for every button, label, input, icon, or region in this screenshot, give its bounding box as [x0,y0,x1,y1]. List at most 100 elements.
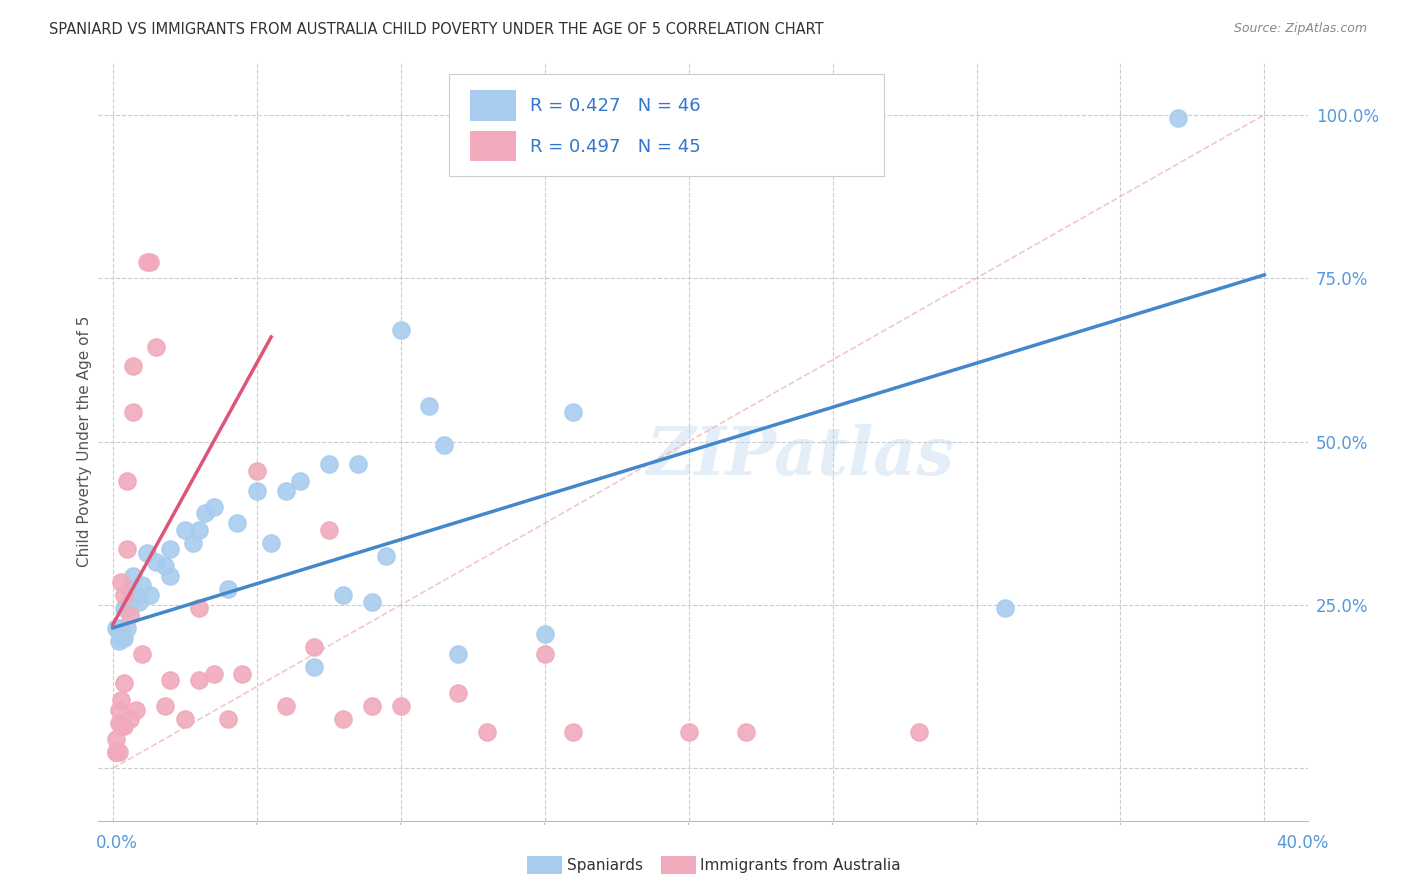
Text: Source: ZipAtlas.com: Source: ZipAtlas.com [1233,22,1367,36]
Point [104,745,127,759]
Point [145,556,167,570]
Point [304,640,326,655]
Point [125,702,148,716]
Point [120,712,142,726]
FancyBboxPatch shape [470,130,516,161]
Point [159,673,181,687]
Point [533,627,555,641]
Point [107,715,129,730]
Point [120,582,142,596]
Point [447,686,470,700]
Point [375,549,398,563]
Point [145,340,167,354]
Point [110,719,132,733]
Point [107,633,129,648]
Point [389,323,412,337]
Point [107,702,129,716]
Point [318,458,340,472]
Point [361,595,384,609]
Point [104,745,127,759]
Text: R = 0.497   N = 45: R = 0.497 N = 45 [530,137,700,155]
Point [678,725,700,739]
Point [274,699,297,714]
Text: Spaniards: Spaniards [567,858,643,872]
Text: SPANIARD VS IMMIGRANTS FROM AUSTRALIA CHILD POVERTY UNDER THE AGE OF 5 CORRELATI: SPANIARD VS IMMIGRANTS FROM AUSTRALIA CH… [49,22,824,37]
Point [153,558,176,573]
Point [122,568,145,582]
Point [533,647,555,661]
Point [433,438,456,452]
Point [194,507,217,521]
Point [908,725,931,739]
Point [418,399,440,413]
Point [122,405,145,419]
Point [475,725,498,739]
Point [173,712,195,726]
Point [159,542,181,557]
Point [122,359,145,374]
Point [202,500,225,514]
Point [136,546,159,560]
Point [173,523,195,537]
Point [183,536,205,550]
Point [361,699,384,714]
Point [115,621,138,635]
Point [231,666,253,681]
Point [115,542,138,557]
Point [131,578,153,592]
Point [110,575,132,590]
Point [217,712,239,726]
Point [246,483,269,498]
Y-axis label: Child Poverty Under the Age of 5: Child Poverty Under the Age of 5 [77,316,91,567]
Text: R = 0.427   N = 46: R = 0.427 N = 46 [530,97,700,115]
Point [274,483,297,498]
FancyBboxPatch shape [470,90,516,120]
Text: 40.0%: 40.0% [1277,834,1329,852]
Point [112,676,135,690]
Point [188,673,211,687]
Point [110,621,132,635]
Point [104,731,127,746]
Point [562,725,585,739]
Point [110,631,132,645]
Point [136,254,159,268]
Point [107,745,129,759]
Point [332,712,354,726]
Point [304,660,326,674]
Point [153,699,176,714]
Point [112,588,135,602]
Point [246,464,269,478]
Point [112,719,135,733]
Point [735,725,758,739]
Point [139,254,162,268]
Text: 0.0%: 0.0% [96,834,138,852]
Point [994,601,1017,615]
Text: ZIPatlas: ZIPatlas [645,425,953,489]
Point [202,666,225,681]
Point [159,568,181,582]
Point [447,647,470,661]
Point [115,474,138,488]
FancyBboxPatch shape [449,74,884,177]
Point [217,582,239,596]
Point [110,692,132,706]
Point [346,458,368,472]
Point [562,405,585,419]
Point [188,523,211,537]
Point [389,699,412,714]
Point [188,601,211,615]
Point [112,631,135,645]
Point [128,595,150,609]
Point [225,516,247,531]
Point [131,647,153,661]
Point [120,595,142,609]
Point [332,588,354,602]
Point [125,588,148,602]
Point [107,624,129,639]
Point [318,523,340,537]
Point [288,474,311,488]
Point [112,601,135,615]
Point [120,607,142,622]
Point [104,621,127,635]
Text: Immigrants from Australia: Immigrants from Australia [700,858,901,872]
